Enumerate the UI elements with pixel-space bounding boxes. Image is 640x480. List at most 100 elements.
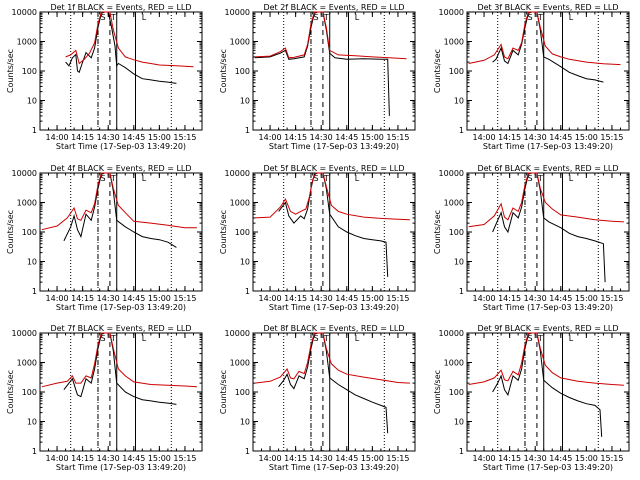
x-tick-label: 14:00 [473, 133, 496, 142]
flare-marker-label: T [110, 334, 116, 343]
y-tick-label: 10 [454, 418, 464, 427]
y-tick-label: 1 [459, 447, 464, 456]
detector-panel: Det 2f BLACK = Events, RED = LLD 1 10 100 10… [219, 3, 416, 151]
x-tick-label: 15:15 [600, 294, 623, 303]
y-axis-label: Counts/sec [433, 370, 442, 414]
x-tick-label: 15:00 [575, 294, 598, 303]
panel-title: Det 9f BLACK = Events, RED = LLD [477, 324, 618, 333]
flare-marker-label: T [537, 174, 543, 183]
lld-series-line [254, 11, 407, 60]
panel-title: Det 7f BLACK = Events, RED = LLD [50, 324, 191, 333]
y-axis-label: Counts/sec [219, 210, 228, 254]
plot-frame [252, 332, 416, 452]
x-tick-label: 15:00 [361, 454, 384, 463]
x-tick-label: 14:15 [71, 133, 94, 142]
y-tick-label: 10000 [12, 169, 37, 178]
x-tick-label: 15:15 [173, 294, 196, 303]
y-tick-label: 100 [449, 228, 464, 237]
x-tick-label: 14:45 [549, 294, 572, 303]
events-series-line [254, 11, 390, 116]
y-tick-label: 1000 [444, 38, 464, 47]
y-tick-label: 1 [245, 287, 250, 296]
y-tick-label: 1000 [444, 199, 464, 208]
x-tick-label: 14:45 [549, 133, 572, 142]
x-tick-label: 15:00 [575, 454, 598, 463]
x-tick-label: 14:30 [310, 294, 333, 303]
detector-panel: Det 5f BLACK = Events, RED = LLD 1 10 100 10… [219, 164, 416, 312]
plot-frame [252, 172, 416, 292]
y-tick-label: 1 [32, 126, 37, 135]
y-tick-label: 1 [459, 287, 464, 296]
y-tick-label: 10000 [12, 329, 37, 338]
x-tick-label: 14:30 [310, 454, 333, 463]
x-axis-label: Start Time (17-Sep-03 13:49:20) [483, 142, 613, 151]
flare-marker-label: S [528, 174, 533, 183]
lld-series-line [468, 332, 624, 386]
y-tick-label: 10000 [225, 169, 250, 178]
x-tick-label: 14:00 [473, 454, 496, 463]
x-tick-label: 14:15 [71, 294, 94, 303]
x-tick-label: 14:45 [335, 133, 358, 142]
events-series-line [492, 11, 604, 83]
x-tick-label: 15:00 [148, 133, 171, 142]
y-tick-label: 10 [240, 418, 250, 427]
flare-marker-label: S [314, 174, 319, 183]
y-tick-label: 10 [27, 418, 37, 427]
plot-frame [39, 332, 203, 452]
x-tick-label: 14:00 [46, 294, 69, 303]
y-tick-label: 1 [32, 287, 37, 296]
y-tick-label: 100 [22, 67, 37, 76]
flare-marker-label: S [101, 13, 106, 22]
events-series-line [492, 172, 606, 283]
events-series-line [278, 332, 389, 434]
y-tick-label: 100 [22, 228, 37, 237]
x-tick-label: 15:00 [361, 133, 384, 142]
x-tick-label: 14:30 [524, 294, 547, 303]
lld-series-line [65, 11, 194, 68]
events-series-line [63, 332, 177, 405]
x-tick-label: 15:00 [148, 294, 171, 303]
events-series-line [278, 172, 389, 277]
panel-title: Det 5f BLACK = Events, RED = LLD [263, 164, 404, 173]
y-tick-label: 1000 [444, 359, 464, 368]
flare-marker-label: S [314, 13, 319, 22]
x-tick-label: 14:15 [284, 294, 307, 303]
panel-title: Det 2f BLACK = Events, RED = LLD [263, 3, 404, 12]
y-tick-label: 100 [22, 388, 37, 397]
lld-series-line [41, 332, 197, 388]
y-tick-label: 10000 [225, 8, 250, 17]
x-tick-label: 14:00 [46, 454, 69, 463]
y-tick-label: 10 [27, 258, 37, 267]
x-tick-label: 15:15 [173, 133, 196, 142]
y-axis-label: Counts/sec [433, 210, 442, 254]
y-tick-label: 1000 [17, 38, 37, 47]
flare-marker-label: T [110, 174, 116, 183]
x-tick-label: 15:15 [600, 454, 623, 463]
detector-panel: Det 7f BLACK = Events, RED = LLD 1 10 100 10… [6, 324, 203, 472]
y-tick-label: 10 [240, 258, 250, 267]
y-tick-label: 10000 [225, 329, 250, 338]
x-tick-label: 14:45 [122, 133, 145, 142]
y-tick-label: 1 [459, 126, 464, 135]
y-tick-label: 1 [32, 447, 37, 456]
x-tick-label: 14:15 [284, 133, 307, 142]
y-tick-label: 10000 [439, 329, 464, 338]
lld-series-line [254, 332, 410, 384]
y-tick-label: 10 [454, 97, 464, 106]
flare-marker-label: T [323, 334, 329, 343]
y-tick-label: 1 [245, 126, 250, 135]
flare-marker-label: S [101, 174, 106, 183]
y-tick-label: 100 [235, 67, 250, 76]
flare-marker-label: S [101, 334, 106, 343]
flare-marker-label: T [537, 13, 543, 22]
x-tick-label: 14:00 [259, 454, 282, 463]
flare-marker-label: L [569, 334, 574, 343]
x-axis-label: Start Time (17-Sep-03 13:49:20) [269, 303, 399, 312]
x-tick-label: 14:15 [498, 133, 521, 142]
flare-marker-label: T [537, 334, 543, 343]
y-tick-label: 1 [245, 447, 250, 456]
flare-marker-label: L [142, 334, 147, 343]
y-axis-label: Counts/sec [433, 49, 442, 93]
y-tick-label: 1000 [230, 359, 250, 368]
